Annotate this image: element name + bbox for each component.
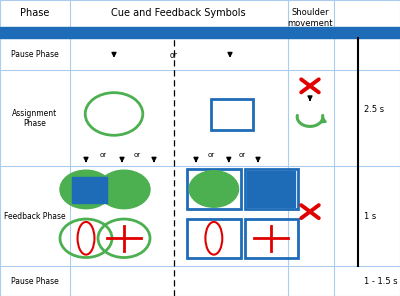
Bar [187, 169, 240, 209]
Text: or: or [133, 152, 140, 158]
Bar [72, 177, 107, 203]
Text: Pause Phase: Pause Phase [11, 277, 59, 286]
Text: or: or [170, 51, 178, 60]
Bar [247, 171, 295, 207]
Text: or: or [239, 152, 246, 158]
Text: Phase: Phase [20, 8, 50, 18]
Circle shape [189, 171, 238, 207]
Bar [187, 218, 240, 258]
Text: or: or [208, 152, 215, 158]
Bar [211, 99, 253, 130]
Circle shape [98, 170, 150, 209]
Bar [244, 218, 298, 258]
Text: Cue and Feedback Symbols: Cue and Feedback Symbols [112, 8, 246, 18]
Text: 1 s: 1 s [364, 212, 376, 221]
Text: Feedback Phase: Feedback Phase [4, 212, 66, 221]
Text: Pause Phase: Pause Phase [11, 50, 59, 59]
Text: Assignment
Phase: Assignment Phase [12, 109, 58, 128]
Text: Shoulder
movement: Shoulder movement [287, 8, 333, 28]
Bar [0, 27, 400, 38]
Text: 1 - 1.5 s: 1 - 1.5 s [364, 277, 398, 286]
Text: 2.5 s: 2.5 s [364, 105, 384, 114]
Bar [244, 169, 298, 209]
Text: or: or [100, 152, 107, 158]
Circle shape [60, 170, 112, 209]
